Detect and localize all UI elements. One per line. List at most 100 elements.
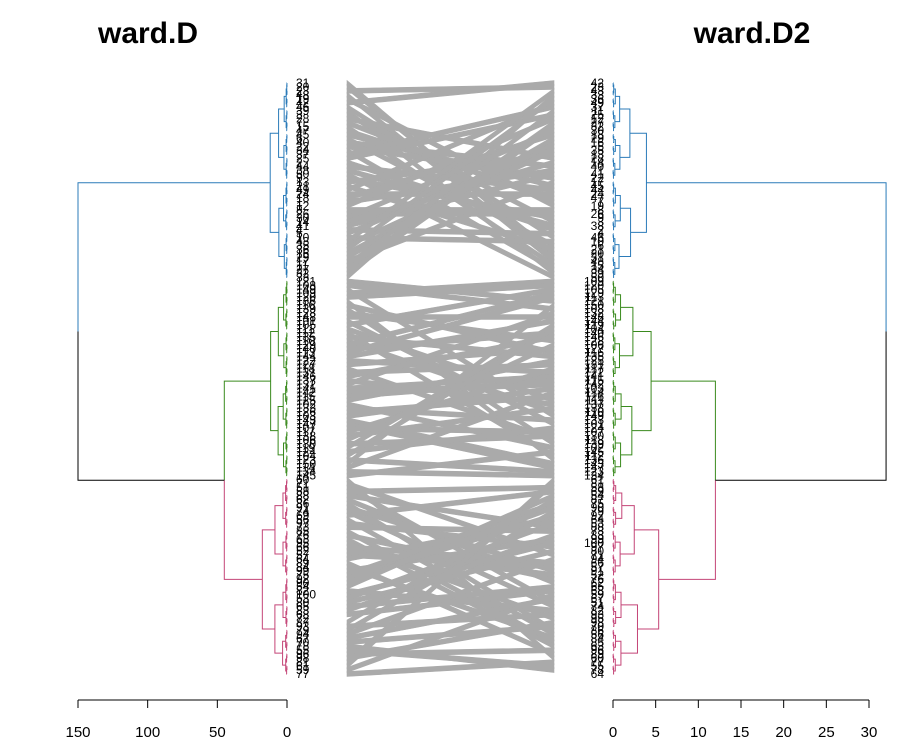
right-leaf-label: 149 bbox=[584, 409, 604, 423]
left-leaf-label: 77 bbox=[296, 667, 310, 681]
right-axis-tick-label: 0 bbox=[609, 724, 617, 741]
right-leaf-label: 86 bbox=[591, 623, 605, 637]
left-leaf-label: 75 bbox=[296, 568, 310, 582]
left-pink-cluster-branch bbox=[282, 591, 286, 618]
right-leaf-label: 114 bbox=[585, 385, 604, 399]
left-leaf-label: 16 bbox=[296, 247, 310, 261]
right-leaf-label: 73 bbox=[591, 524, 605, 538]
right-green-cluster-branch bbox=[619, 306, 634, 357]
left-leaf-label: 54 bbox=[296, 580, 310, 594]
left-leaf-label: 94 bbox=[296, 627, 310, 641]
right-leaf-label: 97 bbox=[591, 540, 605, 554]
right-green-cluster-branch bbox=[613, 322, 615, 330]
right-leaf-label: 5 bbox=[597, 139, 604, 153]
left-leaf-label: 66 bbox=[296, 540, 310, 554]
right-green-cluster-branch bbox=[613, 381, 615, 391]
right-leaf-label: 145 bbox=[584, 445, 604, 459]
right-pink-cluster-branch bbox=[613, 481, 615, 491]
right-leaf-label: 106 bbox=[584, 338, 604, 352]
connection-ribbon bbox=[346, 595, 555, 642]
right-leaf-label: 51 bbox=[591, 596, 605, 610]
right-leaf-label: 135 bbox=[584, 350, 604, 364]
left-leaf-label: 101 bbox=[296, 314, 316, 328]
left-leaf-label: 130 bbox=[296, 437, 316, 451]
connection-ribbon bbox=[346, 302, 555, 467]
right-leaf-label: 110 bbox=[585, 405, 604, 419]
right-leaf-label: 55 bbox=[591, 659, 605, 673]
left-blue-cluster-branch bbox=[283, 95, 287, 123]
left-leaf-label: 145 bbox=[296, 469, 316, 483]
left-leaf-label: 25 bbox=[296, 151, 310, 165]
left-pink-cluster-branch bbox=[274, 505, 284, 555]
right-leaf-label: 136 bbox=[584, 453, 604, 467]
right-leaf-label: 52 bbox=[591, 568, 605, 582]
right-leaf-label: 61 bbox=[591, 473, 605, 487]
right-green-cluster-branch bbox=[620, 406, 633, 456]
right-leaf-label: 27 bbox=[591, 116, 605, 130]
right-leaf-label: 21 bbox=[591, 243, 605, 257]
right-pink-cluster-branch bbox=[620, 604, 638, 654]
left-leaf-label: 27 bbox=[296, 262, 310, 276]
right-leaf-label: 23 bbox=[591, 80, 605, 94]
right-axis-tick-label: 20 bbox=[775, 724, 792, 741]
right-blue-cluster-branch bbox=[614, 95, 621, 123]
left-leaf-label: 96 bbox=[296, 647, 310, 661]
left-leaf-label: 144 bbox=[296, 350, 316, 364]
right-leaf-label: 92 bbox=[591, 508, 605, 522]
right-blue-cluster-branch bbox=[613, 259, 615, 266]
left-leaf-label: 60 bbox=[296, 473, 310, 487]
left-leaf-label: 112 bbox=[296, 326, 315, 340]
connection-ribbon bbox=[346, 591, 555, 673]
right-pink-cluster-branch bbox=[613, 520, 615, 528]
left-leaf-label: 10 bbox=[296, 231, 310, 245]
left-leaf-label: 73 bbox=[296, 520, 310, 534]
right-leaf-label: 18 bbox=[591, 128, 605, 142]
right-pink-cluster-branch bbox=[613, 556, 615, 564]
left-root-branch bbox=[77, 331, 225, 481]
left-leaf-label: 17 bbox=[296, 254, 310, 268]
left-leaf-label: 98 bbox=[296, 651, 310, 665]
right-leaf-label: 118 bbox=[585, 433, 604, 447]
right-leaf-label: 134 bbox=[584, 469, 604, 483]
right-leaf-label: 127 bbox=[584, 342, 604, 356]
right-leaf-label: 108 bbox=[584, 302, 604, 316]
right-green-cluster-branch bbox=[613, 286, 616, 303]
right-pink-cluster-branch bbox=[613, 658, 616, 672]
connection-ribbon bbox=[346, 91, 555, 281]
left-pink-cluster-branch bbox=[282, 492, 286, 519]
right-leaf-label: 26 bbox=[591, 207, 605, 221]
right-leaf-label: 49 bbox=[591, 96, 605, 110]
right-pink-cluster-branch bbox=[613, 643, 615, 651]
left-axis-tick-label: 150 bbox=[65, 724, 90, 741]
right-leaf-label: 11 bbox=[592, 104, 605, 118]
left-leaf-label: 140 bbox=[296, 342, 316, 356]
left-blue-cluster-branch bbox=[283, 244, 287, 269]
right-leaf-label: 13 bbox=[591, 147, 605, 161]
right-green-cluster-branch bbox=[613, 346, 615, 354]
left-leaf-label: 128 bbox=[296, 306, 316, 320]
left-title: ward.D bbox=[97, 17, 198, 50]
right-leaf-label: 141 bbox=[584, 370, 604, 384]
right-leaf-label: 116 bbox=[585, 346, 604, 360]
connection-ribbon bbox=[346, 449, 555, 479]
right-pink-merge bbox=[658, 480, 716, 580]
right-leaf-label: 80 bbox=[591, 544, 605, 558]
left-leaf-label: 71 bbox=[296, 477, 310, 491]
right-leaf-label: 53 bbox=[591, 516, 605, 530]
left-leaf-label: 14 bbox=[296, 215, 310, 229]
left-leaf-label: 121 bbox=[296, 274, 316, 288]
right-green-cluster-branch bbox=[613, 334, 615, 342]
left-leaf-label: 50 bbox=[296, 167, 310, 181]
left-leaf-label: 19 bbox=[296, 92, 310, 106]
left-pink-cluster-branch bbox=[285, 511, 287, 525]
left-green-cluster-branch bbox=[285, 436, 287, 450]
left-leaf-label: 133 bbox=[296, 401, 316, 415]
left-leaf-label: 24 bbox=[296, 187, 310, 201]
left-leaf-label: 137 bbox=[296, 373, 316, 387]
left-leaf-label: 9 bbox=[296, 171, 303, 185]
left-leaf-label: 118 bbox=[296, 362, 315, 376]
right-leaf-label: 64 bbox=[591, 667, 605, 681]
left-leaf-label: 70 bbox=[296, 635, 310, 649]
right-leaf-label: 29 bbox=[591, 132, 605, 146]
right-leaf-label: 148 bbox=[584, 310, 604, 324]
